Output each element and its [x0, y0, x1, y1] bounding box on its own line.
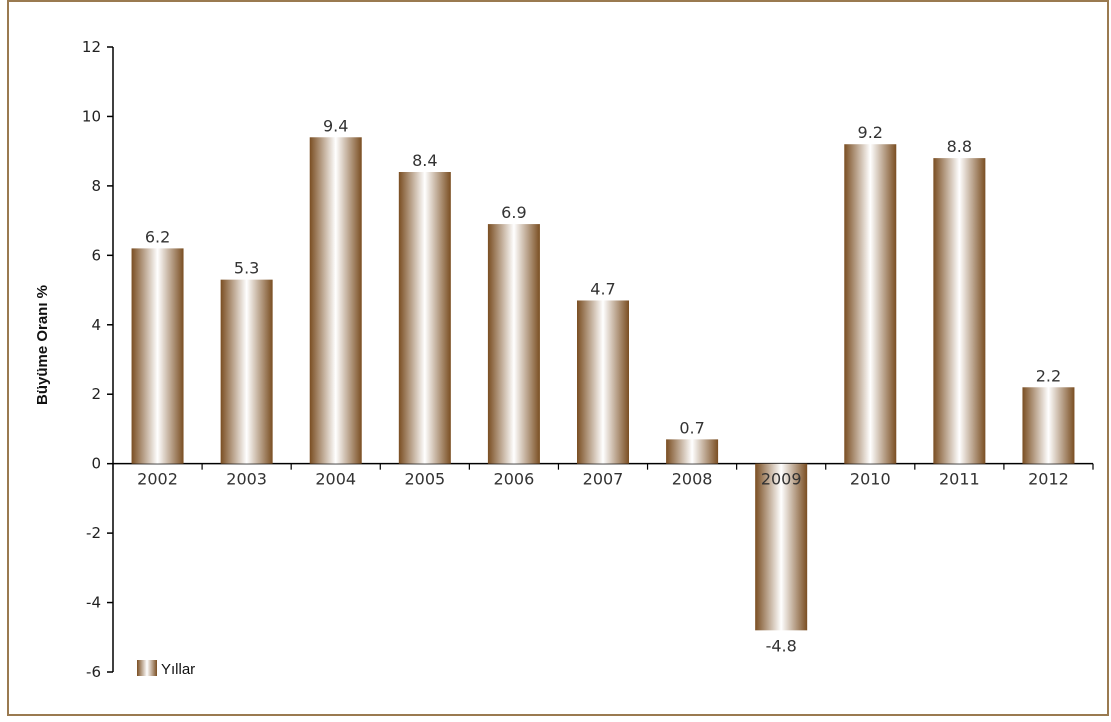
x-tick-label: 2006 [494, 470, 535, 489]
data-label-2002: 6.2 [145, 227, 170, 246]
data-label-2006: 6.9 [501, 203, 526, 222]
y-tick-label: -2 [86, 524, 101, 542]
data-label-2009: -4.8 [766, 636, 797, 655]
labels-group: 2002 6.2 2003 5.3 2004 9.4 2005 8.4 2006 6.9 2007 4… [137, 116, 1069, 655]
data-label-2008: 0.7 [679, 418, 704, 437]
y-axis-title: Büyüme Oranı % [34, 285, 51, 405]
legend-label: Yıllar [161, 661, 195, 678]
bar-2009 [755, 463, 808, 631]
y-tick-label: 4 [91, 316, 101, 334]
bar-2006 [487, 224, 540, 464]
x-tick-label: 2010 [850, 470, 891, 489]
bar-2010 [844, 144, 897, 464]
x-tick-label: 2004 [315, 470, 356, 489]
data-label-2011: 8.8 [947, 137, 972, 156]
bar-2004 [309, 137, 362, 464]
y-tick-label: 12 [82, 38, 101, 56]
x-tick-label: 2003 [226, 470, 267, 489]
y-tick-label: -6 [86, 663, 101, 681]
data-label-2005: 8.4 [412, 151, 437, 170]
y-tick-label: 10 [82, 107, 101, 125]
x-tick-label: 2012 [1028, 470, 1069, 489]
x-tick-label: 2008 [672, 470, 713, 489]
bar-2011 [933, 158, 986, 464]
bar-2012 [1022, 387, 1075, 464]
bar-2003 [220, 279, 273, 464]
bars-group [131, 137, 1075, 631]
legend-swatch [137, 660, 157, 676]
y-tick-label: 2 [91, 385, 101, 403]
chart-border [7, 0, 1109, 716]
bar-2007 [577, 300, 629, 464]
data-label-2003: 5.3 [234, 259, 259, 278]
bar-2002 [131, 248, 184, 464]
data-label-2004: 9.4 [323, 116, 348, 135]
data-label-2007: 4.7 [590, 279, 615, 298]
bar-2008 [666, 439, 719, 464]
y-tick-label: 0 [91, 455, 101, 473]
bar-2005 [398, 172, 451, 464]
y-tick-label: 8 [91, 177, 101, 195]
legend: Yıllar [137, 660, 195, 678]
x-tick-label: 2009 [761, 470, 802, 489]
x-tick-label: 2011 [939, 470, 980, 489]
data-label-2012: 2.2 [1036, 366, 1061, 385]
data-label-2010: 9.2 [858, 123, 883, 142]
x-tick-label: 2002 [137, 470, 178, 489]
x-tick-label: 2007 [583, 470, 624, 489]
y-tick-label: 6 [91, 246, 101, 264]
x-tick-label: 2005 [404, 470, 445, 489]
y-tick-label: -4 [86, 594, 101, 612]
